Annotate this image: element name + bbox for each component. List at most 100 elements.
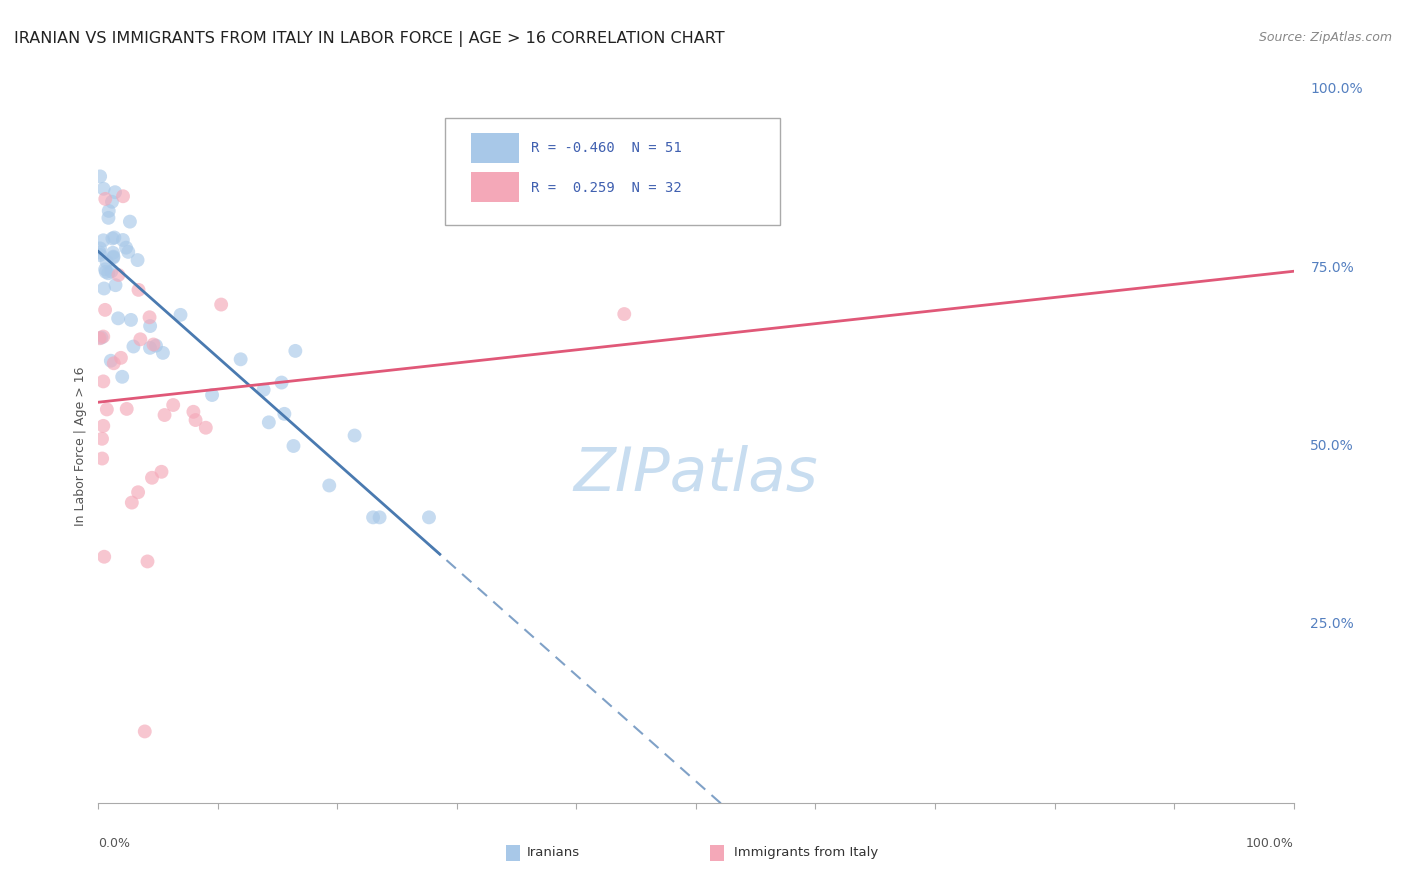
Point	[127, 253, 149, 268]
Point	[273, 407, 295, 421]
Text: 100.0%: 100.0%	[1246, 837, 1294, 850]
Point	[96, 402, 118, 417]
FancyBboxPatch shape	[471, 172, 519, 202]
Point	[361, 510, 384, 524]
Point	[115, 401, 138, 416]
Point	[141, 471, 163, 485]
Point	[90, 331, 112, 345]
Point	[138, 310, 160, 325]
Point	[107, 268, 129, 282]
Point	[89, 241, 111, 255]
Point	[343, 428, 366, 442]
Point	[94, 262, 117, 277]
Point	[257, 415, 280, 429]
Point	[101, 194, 124, 209]
Point	[104, 185, 127, 199]
Text: 0.0%: 0.0%	[98, 837, 131, 850]
Point	[93, 281, 115, 295]
Point	[93, 182, 115, 196]
Point	[104, 278, 127, 293]
Point	[162, 398, 184, 412]
Point	[89, 248, 111, 262]
Point	[139, 319, 162, 334]
Y-axis label: In Labor Force | Age > 16: In Labor Force | Age > 16	[75, 367, 87, 525]
Text: 100.0%: 100.0%	[1310, 82, 1362, 96]
Point	[97, 211, 120, 225]
Point	[122, 339, 145, 353]
Text: Source: ZipAtlas.com: Source: ZipAtlas.com	[1258, 31, 1392, 45]
Point	[368, 510, 391, 524]
Point	[91, 418, 114, 433]
Point	[94, 265, 117, 279]
Point	[89, 245, 111, 260]
Point	[253, 383, 276, 397]
Point	[184, 413, 207, 427]
FancyBboxPatch shape	[444, 118, 779, 225]
Point	[97, 266, 120, 280]
Point	[100, 264, 122, 278]
Point	[103, 250, 125, 264]
Point	[93, 233, 115, 247]
FancyBboxPatch shape	[471, 133, 519, 162]
Text: 25.0%: 25.0%	[1310, 617, 1354, 632]
Point	[101, 245, 124, 260]
Text: Immigrants from Italy: Immigrants from Italy	[734, 847, 879, 859]
Point	[97, 203, 120, 218]
Point	[229, 352, 252, 367]
Point	[153, 408, 176, 422]
Point	[613, 307, 636, 321]
Point	[94, 302, 117, 317]
Point	[91, 432, 114, 446]
Point	[121, 495, 143, 509]
Point	[89, 169, 111, 184]
Point	[94, 192, 117, 206]
Point	[100, 353, 122, 368]
Point	[283, 439, 305, 453]
Point	[150, 465, 173, 479]
Point	[136, 554, 159, 568]
Point	[152, 346, 174, 360]
Point	[139, 341, 162, 355]
Point	[169, 308, 191, 322]
Point	[142, 337, 165, 351]
Point	[120, 313, 142, 327]
Point	[111, 233, 134, 247]
Point	[318, 478, 340, 492]
Point	[201, 388, 224, 402]
Point	[194, 421, 217, 435]
Point	[103, 251, 125, 265]
Point	[209, 297, 232, 311]
Point	[118, 214, 141, 228]
Point	[418, 510, 440, 524]
Text: R = -0.460  N = 51: R = -0.460 N = 51	[531, 142, 682, 155]
Point	[89, 331, 111, 345]
Text: Iranians: Iranians	[527, 847, 581, 859]
Point	[103, 356, 125, 370]
Point	[93, 549, 115, 564]
Point	[270, 376, 292, 390]
Text: IRANIAN VS IMMIGRANTS FROM ITALY IN LABOR FORCE | AGE > 16 CORRELATION CHART: IRANIAN VS IMMIGRANTS FROM ITALY IN LABO…	[14, 31, 724, 47]
Point	[112, 189, 135, 203]
Point	[96, 254, 118, 268]
Point	[284, 343, 307, 358]
Text: 50.0%: 50.0%	[1310, 439, 1354, 453]
Point	[101, 231, 124, 245]
Point	[129, 332, 152, 346]
Point	[91, 451, 114, 466]
Point	[127, 485, 149, 500]
Point	[183, 405, 205, 419]
Point	[111, 369, 134, 384]
Point	[115, 241, 138, 255]
Text: R =  0.259  N = 32: R = 0.259 N = 32	[531, 181, 682, 194]
Point	[128, 283, 150, 297]
Point	[110, 351, 132, 365]
Point	[91, 375, 114, 389]
Text: 75.0%: 75.0%	[1310, 260, 1354, 275]
Point	[134, 724, 156, 739]
Text: ZIPatlas: ZIPatlas	[574, 445, 818, 504]
Point	[91, 329, 114, 343]
Point	[145, 338, 167, 352]
Point	[103, 230, 125, 244]
Point	[117, 244, 139, 259]
Point	[107, 311, 129, 326]
